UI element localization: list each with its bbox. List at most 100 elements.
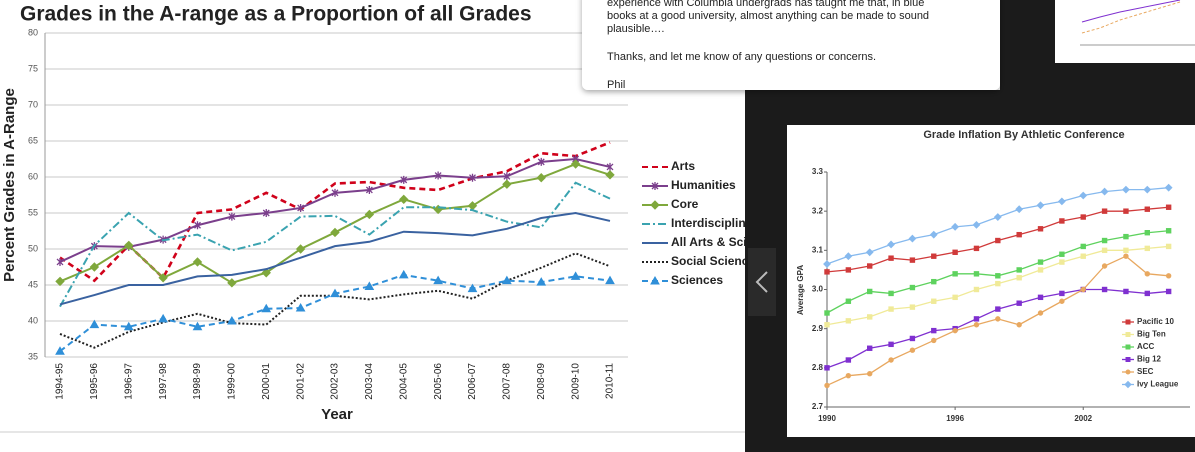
- x-tick-label: 2004-05: [398, 363, 409, 400]
- marker: [158, 273, 168, 283]
- marker: [1059, 218, 1065, 224]
- marker: [295, 303, 306, 312]
- y-tick-label: 65: [28, 135, 38, 145]
- marker: [1164, 183, 1173, 192]
- y-tick-label: 45: [28, 279, 38, 289]
- marker: [1101, 237, 1108, 244]
- marker: [973, 271, 980, 277]
- marker: [888, 341, 894, 348]
- marker: [192, 257, 203, 267]
- marker: [995, 280, 1001, 287]
- popup-text: books at a good university, almost anyth…: [607, 10, 929, 22]
- marker: [1101, 263, 1108, 269]
- marker: [995, 316, 1001, 322]
- marker: [228, 212, 236, 221]
- marker: [1123, 247, 1129, 254]
- marker: [295, 244, 306, 254]
- marker: [89, 319, 100, 329]
- marker: [56, 257, 64, 266]
- marker: [888, 255, 894, 261]
- marker: [909, 304, 916, 310]
- marker: [1100, 187, 1109, 196]
- marker: [931, 278, 937, 285]
- marker: [89, 262, 100, 272]
- x-tick-label: 2002: [1074, 414, 1092, 423]
- marker: [824, 269, 830, 275]
- marker: [1165, 228, 1172, 234]
- marker: [867, 288, 873, 295]
- chart-1: Grades in the A-range as a Proportion of…: [0, 3, 781, 433]
- marker: [330, 288, 340, 298]
- marker: [1165, 288, 1172, 295]
- legend-marker: [650, 275, 660, 285]
- legend-label: Core: [671, 197, 699, 211]
- marker: [1144, 206, 1150, 212]
- marker: [502, 275, 512, 285]
- series-line: [59, 211, 611, 306]
- legend-marker: [1124, 380, 1132, 389]
- marker: [972, 220, 981, 229]
- y-axis-label: Percent Grades in A-Range: [1, 88, 18, 282]
- marker: [1037, 226, 1044, 232]
- x-tick-label: 2005-06: [433, 363, 444, 400]
- x-tick-label: 1998-99: [192, 363, 203, 400]
- legend-marker: [1125, 357, 1131, 362]
- y-tick-label: 50: [28, 243, 38, 253]
- marker: [124, 240, 134, 251]
- marker: [364, 209, 375, 220]
- marker: [1165, 204, 1172, 210]
- legend-label: Big Ten: [1137, 330, 1166, 339]
- y-tick-label: 3.0: [812, 285, 824, 294]
- marker: [434, 171, 442, 180]
- legend-label: Arts: [671, 159, 695, 173]
- marker: [973, 286, 980, 293]
- marker: [867, 314, 873, 320]
- x-tick-label: 2000-01: [261, 363, 272, 400]
- marker: [1144, 290, 1150, 297]
- marker: [1122, 185, 1130, 194]
- x-tick-label: 2006-07: [467, 363, 478, 400]
- legend-label: Pacific 10: [1137, 317, 1174, 326]
- marker: [1057, 197, 1066, 206]
- marker: [194, 221, 201, 230]
- marker: [1037, 259, 1044, 265]
- email-popup: experience with Columbia undergrads has …: [582, 0, 1000, 91]
- x-tick-label: 2003-04: [364, 363, 375, 400]
- legend-label: SEC: [1137, 367, 1154, 376]
- y-tick-label: 80: [28, 27, 38, 37]
- marker: [469, 173, 476, 182]
- marker: [1036, 201, 1045, 210]
- marker: [503, 172, 511, 181]
- carousel-prev[interactable]: [748, 248, 776, 316]
- x-axis-label: Year: [321, 406, 353, 423]
- y-tick-label: 60: [28, 171, 38, 181]
- marker: [823, 260, 831, 268]
- series-line: [59, 273, 611, 353]
- marker: [995, 273, 1001, 279]
- marker: [929, 230, 938, 239]
- marker: [931, 298, 937, 304]
- x-tick-label: 2001-02: [295, 363, 306, 400]
- marker: [1059, 259, 1065, 265]
- series-line: [59, 181, 611, 308]
- marker: [1037, 310, 1044, 316]
- marker: [1080, 214, 1086, 220]
- popup-text: Thanks, and let me know of any questions…: [607, 51, 876, 63]
- marker: [865, 248, 874, 257]
- marker: [1143, 185, 1152, 194]
- legend-label: Ivy League: [1137, 380, 1179, 389]
- marker: [1080, 286, 1086, 293]
- x-tick-label: 1996-97: [123, 363, 134, 400]
- marker: [1037, 267, 1044, 273]
- marker: [845, 318, 852, 324]
- marker: [931, 337, 937, 344]
- marker: [867, 371, 873, 377]
- marker: [1016, 231, 1022, 238]
- marker: [1016, 267, 1022, 273]
- marker: [1101, 286, 1108, 293]
- marker: [845, 298, 852, 304]
- x-tick-label: 2008-09: [536, 363, 547, 400]
- marker: [400, 175, 408, 184]
- marker: [1016, 275, 1022, 281]
